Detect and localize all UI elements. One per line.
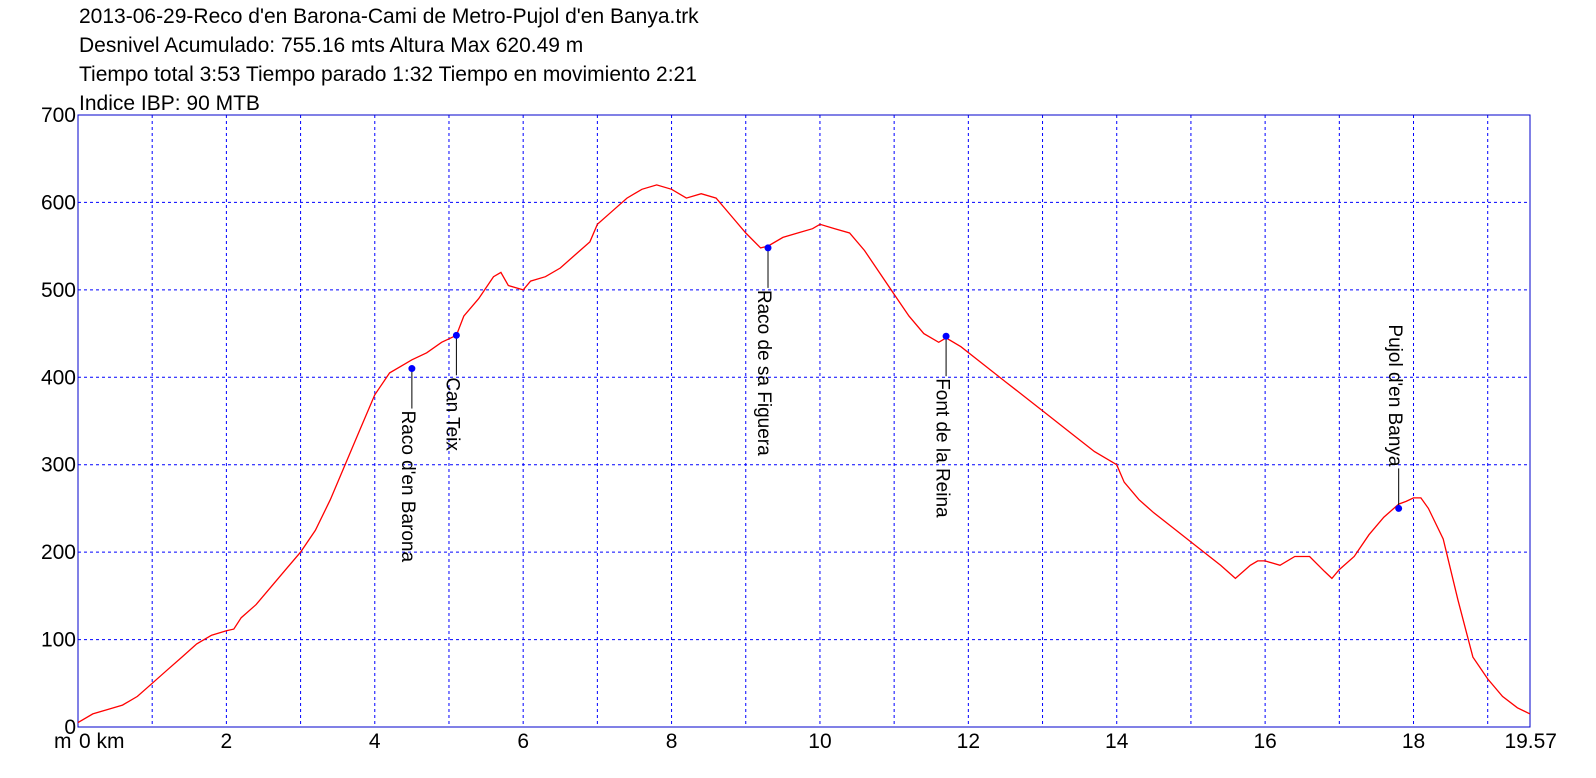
waypoint-dot [452,331,460,339]
grid-lines [78,115,1530,727]
x-axis-end-label: 19.57 [1504,730,1557,753]
y-tick-label: 0 [64,716,76,739]
waypoint-marker: Raco de sa Figuera [753,244,774,456]
waypoint-label: Raco d'en Barona [397,411,418,563]
y-tick-label: 600 [41,191,76,214]
y-tick-label: 300 [41,454,76,477]
y-axis-ticks: 0 100 200 300 400 500 600 700 [41,104,76,739]
x-tick-label: 10 [808,730,831,753]
x-tick-label: 8 [666,730,678,753]
waypoint-marker: Raco d'en Barona [397,365,418,562]
elevation-summary: Desnivel Acumulado: 755.16 mts Altura Ma… [79,34,584,57]
time-summary: Tiempo total 3:53 Tiempo parado 1:32 Tie… [79,63,697,86]
track-file-name: 2013-06-29-Reco d'en Barona-Cami de Metr… [79,5,699,28]
x-axis-ticks: 2 4 6 8 10 12 14 16 18 [221,730,1426,753]
elevation-line [77,184,1531,724]
waypoint-dot [764,244,772,252]
x-tick-label: 2 [221,730,233,753]
y-tick-label: 200 [41,541,76,564]
waypoint-label: Can Teix [442,377,463,451]
waypoint-dot [942,332,950,340]
waypoint-dot [1395,504,1403,512]
x-tick-label: 14 [1105,730,1129,753]
waypoint-annotations: Raco d'en Barona Can Teix Raco de sa Figue… [397,244,1405,562]
y-tick-label: 500 [41,279,76,302]
ibp-index: Indice IBP: 90 MTB [79,92,260,115]
x-tick-label: 12 [957,730,980,753]
y-tick-label: 700 [41,104,76,127]
waypoint-marker: Font de la Reina [931,332,952,518]
x-tick-label: 16 [1253,730,1276,753]
waypoint-label: Font de la Reina [931,378,952,518]
plot-frame [77,114,1531,728]
waypoint-marker: Pujol d'en Banya [1384,324,1405,512]
x-tick-label: 18 [1402,730,1425,753]
y-axis-unit: m [54,730,72,753]
x-tick-label: 6 [517,730,529,753]
y-tick-label: 400 [41,366,76,389]
waypoint-label: Raco de sa Figuera [753,290,774,456]
waypoint-dot [408,365,416,373]
waypoint-label: Pujol d'en Banya [1384,324,1405,466]
track-info-header: 2013-06-29-Reco d'en Barona-Cami de Metr… [79,2,1279,118]
y-tick-label: 100 [41,629,76,652]
x-tick-label: 4 [369,730,381,753]
x-axis-unit: 0 km [79,730,125,753]
waypoint-marker: Can Teix [442,331,463,451]
